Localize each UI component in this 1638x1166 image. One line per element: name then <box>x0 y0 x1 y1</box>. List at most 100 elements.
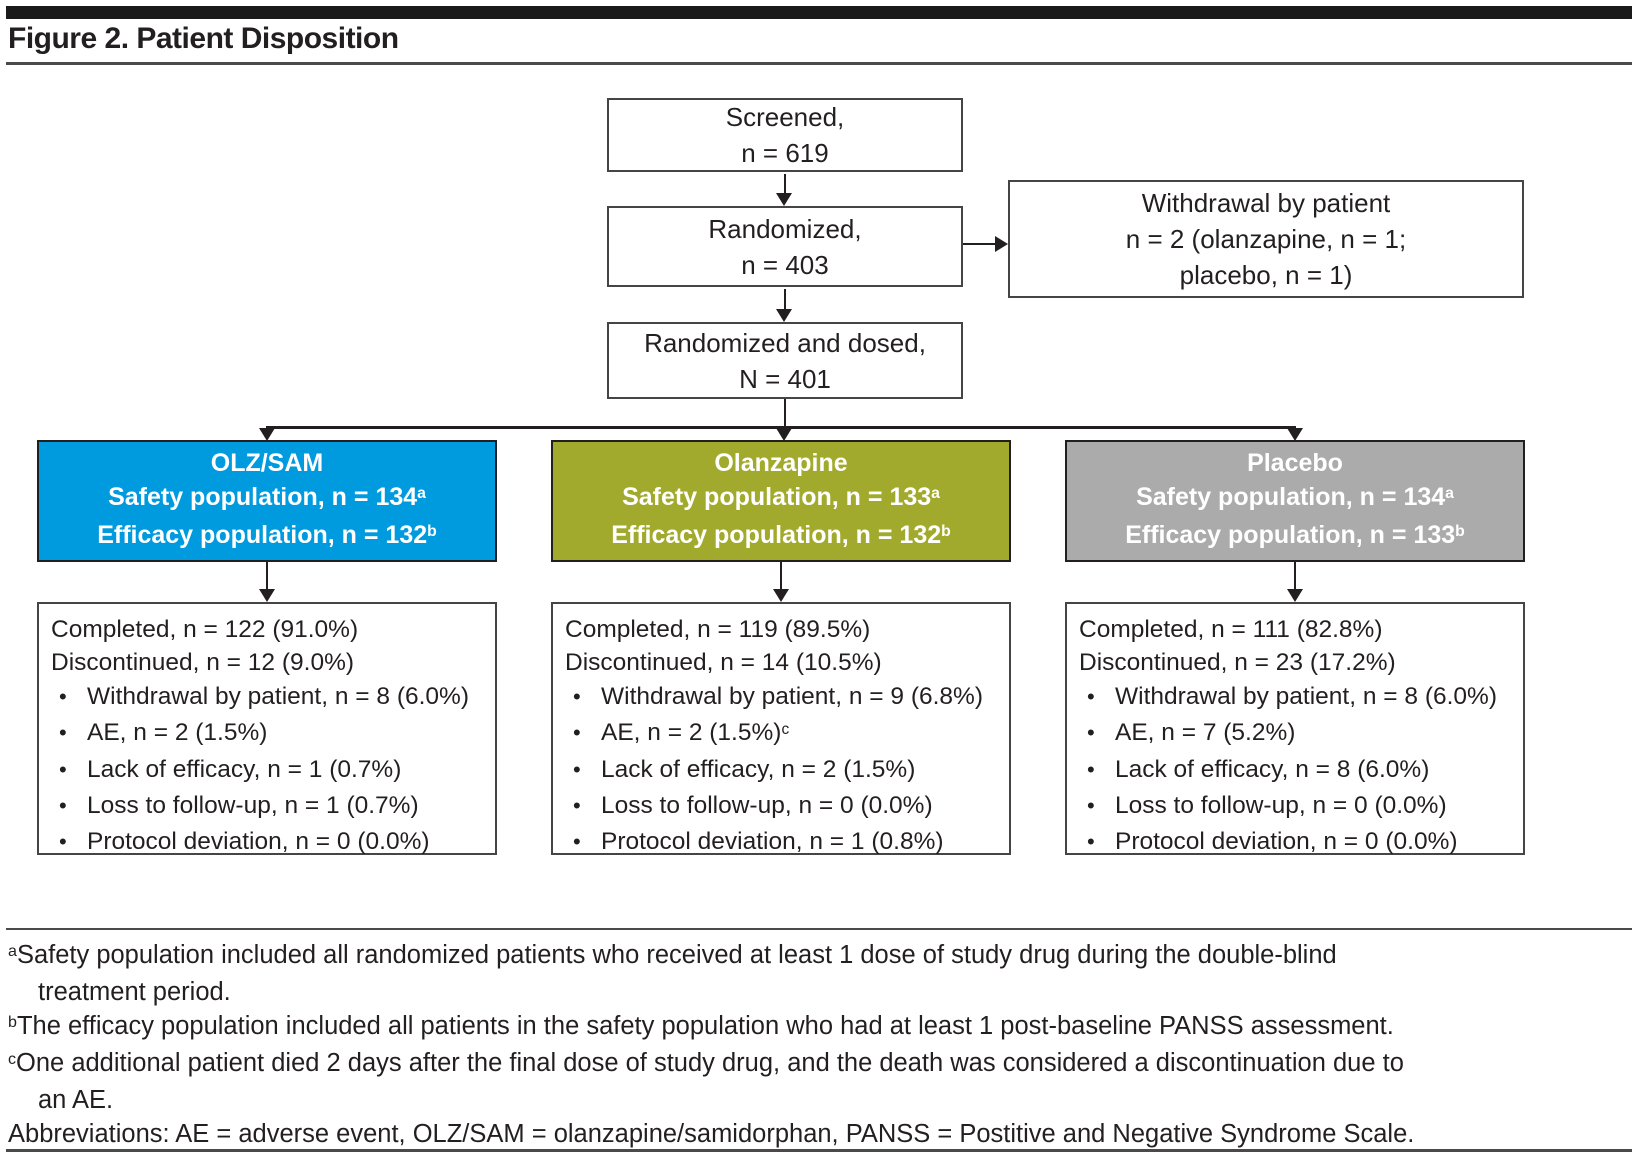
branch-horizontal-line <box>266 426 1296 429</box>
bullet-icon: • <box>573 720 581 746</box>
reason-item: • AE, n = 2 (1.5%) <box>51 716 487 752</box>
screened-line2: n = 619 <box>741 138 829 168</box>
arm-olzsam-efficacy: Efficacy population, n = 132b <box>97 521 437 549</box>
bullet-icon: • <box>59 720 67 746</box>
title-divider <box>6 62 1632 65</box>
completed-line: Completed, n = 111 (82.8%) <box>1079 616 1383 643</box>
connector-placebo-detail <box>1294 562 1296 591</box>
bottom-border-bar <box>6 1149 1632 1152</box>
arrowhead-down-icon <box>259 428 275 441</box>
figure-title: Figure 2. Patient Disposition <box>8 22 399 55</box>
randomized-line2: n = 403 <box>741 249 829 280</box>
randomized-line1: Randomized, <box>708 213 862 244</box>
arrowhead-down-icon <box>1287 428 1303 441</box>
footnotes-block: aSafety population included all randomiz… <box>8 938 1628 1151</box>
reason-item: • Protocol deviation, n = 1 (0.8%) <box>565 825 1001 861</box>
footnote-marker: a <box>931 485 940 503</box>
arm-placebo-title: Placebo <box>1247 449 1343 477</box>
screened-line1: Screened, <box>725 102 845 132</box>
footnote-marker: b <box>941 523 951 541</box>
reason-item: • Protocol deviation, n = 0 (0.0%) <box>1079 825 1515 861</box>
bullet-icon: • <box>573 829 581 855</box>
arm-header-olanzapine: Olanzapine Safety population, n = 133a E… <box>551 440 1011 562</box>
arm-olanzapine-efficacy: Efficacy population, n = 132b <box>611 521 951 549</box>
arm-olanzapine-title: Olanzapine <box>714 449 848 477</box>
bullet-icon: • <box>1087 720 1095 746</box>
screened-box: Screened, n = 619 <box>607 98 963 172</box>
footnote-marker: c <box>8 1050 17 1069</box>
arm-header-olzsam: OLZ/SAM Safety population, n = 134a Effi… <box>37 440 497 562</box>
withdrawal-line3: placebo, n = 1) <box>1179 260 1353 290</box>
footnote-b: bThe efficacy population included all pa… <box>8 1012 1394 1040</box>
footnote-marker: b <box>427 523 437 541</box>
arrowhead-right-icon <box>995 236 1008 252</box>
connector-randomized-withdrawal <box>963 243 997 245</box>
discontinued-line: Discontinued, n = 23 (17.2%) <box>1079 649 1396 677</box>
connector-olzsam-detail <box>266 562 268 591</box>
randomized-box: Randomized, n = 403 <box>607 206 963 287</box>
connector-randomized-dosed <box>784 289 786 311</box>
reason-item: • Protocol deviation, n = 0 (0.0%) <box>51 825 487 861</box>
bullet-icon: • <box>59 683 67 709</box>
reason-item: • Loss to follow-up, n = 1 (0.7%) <box>51 789 487 825</box>
footnote-divider <box>6 928 1632 930</box>
reason-item: • AE, n = 7 (5.2%) <box>1079 716 1515 752</box>
bullet-icon: • <box>1087 756 1095 782</box>
reason-item: • Loss to follow-up, n = 0 (0.0%) <box>565 789 1001 825</box>
discontinued-line: Discontinued, n = 12 (9.0%) <box>51 649 355 677</box>
reason-item: • AE, n = 2 (1.5%)c <box>565 716 1001 752</box>
bullet-icon: • <box>1087 793 1095 819</box>
reason-item: • Withdrawal by patient, n = 8 (6.0%) <box>1079 680 1515 716</box>
withdrawal-line1: Withdrawal by patient <box>1141 188 1391 218</box>
withdrawal-box: Withdrawal by patient n = 2 (olanzapine,… <box>1008 180 1524 298</box>
arrowhead-down-icon <box>776 309 792 322</box>
detail-box-placebo: Completed, n = 111 (82.8%) Discontinued,… <box>1065 602 1525 855</box>
footnote-marker: a <box>417 485 426 503</box>
withdrawal-line2: n = 2 (olanzapine, n = 1; <box>1125 224 1407 254</box>
arm-header-placebo: Placebo Safety population, n = 134a Effi… <box>1065 440 1525 562</box>
dosed-line2: N = 401 <box>739 363 831 394</box>
arrowhead-down-icon <box>1287 589 1303 602</box>
bullet-icon: • <box>59 793 67 819</box>
detail-box-olanzapine: Completed, n = 119 (89.5%) Discontinued,… <box>551 602 1011 855</box>
arm-olzsam-safety: Safety population, n = 134a <box>108 483 426 511</box>
footnote-marker: a <box>8 942 17 961</box>
connector-olanzapine-detail <box>780 562 782 591</box>
discontinued-line: Discontinued, n = 14 (10.5%) <box>565 649 882 677</box>
bullet-icon: • <box>59 829 67 855</box>
detail-box-olzsam: Completed, n = 122 (91.0%) Discontinued,… <box>37 602 497 855</box>
footnote-a: aSafety population included all randomiz… <box>8 941 1337 1006</box>
completed-line: Completed, n = 122 (91.0%) <box>51 616 359 643</box>
arm-placebo-efficacy: Efficacy population, n = 133b <box>1125 521 1465 549</box>
bullet-icon: • <box>573 756 581 782</box>
reason-item: • Lack of efficacy, n = 2 (1.5%) <box>565 753 1001 789</box>
dosed-box: Randomized and dosed, N = 401 <box>607 322 963 399</box>
bullet-icon: • <box>573 683 581 709</box>
footnote-marker: b <box>1455 523 1465 541</box>
arrowhead-down-icon <box>773 589 789 602</box>
arm-placebo-safety: Safety population, n = 134a <box>1136 483 1454 511</box>
reason-item: • Lack of efficacy, n = 1 (0.7%) <box>51 753 487 789</box>
arm-olanzapine-safety: Safety population, n = 133a <box>622 483 940 511</box>
arm-olzsam-title: OLZ/SAM <box>210 449 324 477</box>
connector-screened-randomized <box>784 174 786 196</box>
arrowhead-down-icon <box>259 589 275 602</box>
completed-line: Completed, n = 119 (89.5%) <box>565 616 871 643</box>
reason-item: • Lack of efficacy, n = 8 (6.0%) <box>1079 753 1515 789</box>
arrowhead-down-icon <box>776 193 792 206</box>
abbreviations-line: Abbreviations: AE = adverse event, OLZ/S… <box>8 1120 1415 1148</box>
reason-item: • Withdrawal by patient, n = 9 (6.8%) <box>565 680 1001 716</box>
footnote-marker: b <box>8 1013 17 1032</box>
bullet-icon: • <box>573 793 581 819</box>
dosed-line1: Randomized and dosed, <box>644 327 926 358</box>
footnote-marker: a <box>1445 485 1454 503</box>
reason-item: • Withdrawal by patient, n = 8 (6.0%) <box>51 680 487 716</box>
footnote-c: cOne additional patient died 2 days afte… <box>8 1049 1404 1114</box>
bullet-icon: • <box>59 756 67 782</box>
reason-item: • Loss to follow-up, n = 0 (0.0%) <box>1079 789 1515 825</box>
connector-dosed-branch <box>784 399 786 429</box>
top-border-bar <box>6 6 1632 19</box>
arrowhead-down-icon <box>776 428 792 441</box>
bullet-icon: • <box>1087 683 1095 709</box>
